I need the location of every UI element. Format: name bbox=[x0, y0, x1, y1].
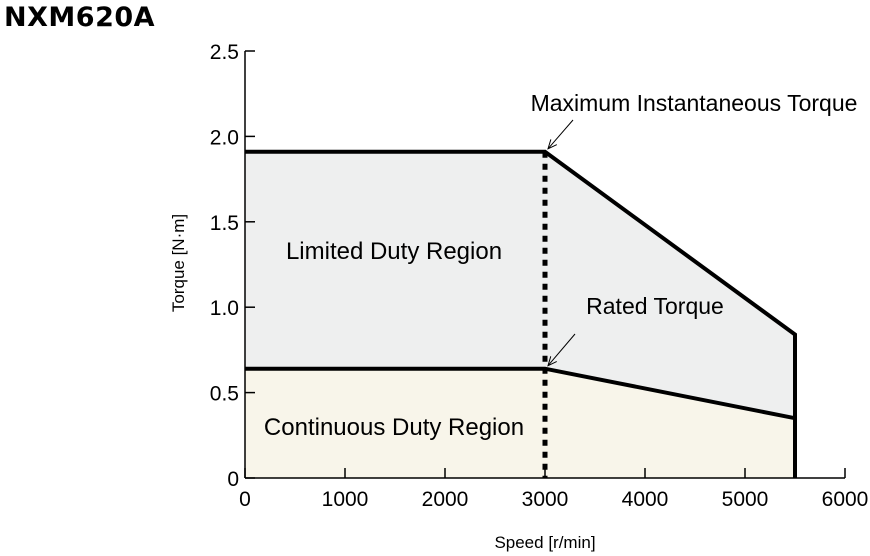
max-torque-arrow bbox=[548, 119, 574, 149]
chart-title: NXM620A bbox=[4, 2, 156, 33]
x-axis-label: Speed [r/min] bbox=[494, 533, 595, 552]
max-torque-boundary-line bbox=[245, 149, 797, 419]
y-axis-label: Torque [N·m] bbox=[169, 214, 188, 312]
y-tick-label: 1.0 bbox=[210, 297, 239, 320]
limited-duty-region-label: Limited Duty Region bbox=[286, 238, 502, 265]
x-tick-label: 4000 bbox=[622, 488, 669, 511]
x-tick-label: 6000 bbox=[822, 488, 869, 511]
x-tick-label: 0 bbox=[239, 488, 251, 511]
y-tick-label: 0.5 bbox=[210, 383, 239, 406]
continuous-duty-region-area bbox=[245, 368, 795, 478]
y-tick-label: 0 bbox=[227, 468, 239, 491]
continuous-duty-region-label: Continuous Duty Region bbox=[264, 414, 524, 441]
y-tick-label: 2.5 bbox=[210, 41, 239, 64]
rated-torque-arrow bbox=[548, 333, 576, 366]
x-tick-label: 3000 bbox=[522, 488, 569, 511]
x-tick-label: 1000 bbox=[322, 488, 369, 511]
limited-duty-region-area bbox=[245, 151, 795, 419]
rated-torque-boundary-line bbox=[245, 366, 797, 478]
y-tick-label: 2.0 bbox=[210, 126, 239, 149]
x-tick-label: 2000 bbox=[422, 488, 469, 511]
rated-torque-annotation: Rated Torque bbox=[586, 293, 724, 319]
x-tick-label: 5000 bbox=[722, 488, 769, 511]
y-tick-label: 1.5 bbox=[210, 212, 239, 235]
max-torque-annotation: Maximum Instantaneous Torque bbox=[531, 90, 858, 116]
